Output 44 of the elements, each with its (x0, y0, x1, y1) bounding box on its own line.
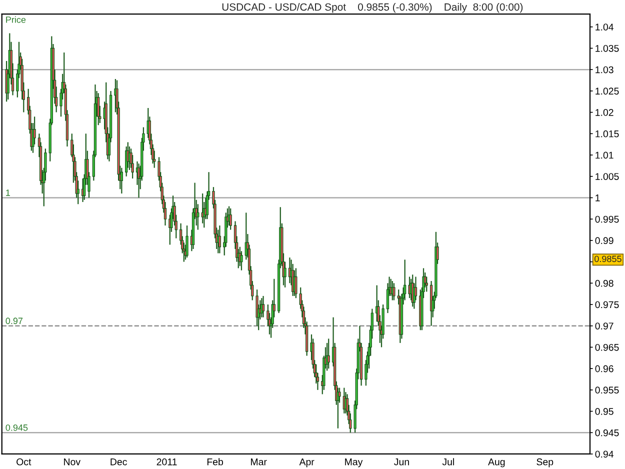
y-tick-label: 1.02 (596, 109, 614, 116)
y-tick-label: 0.97 (595, 322, 614, 330)
ref-line-label: 0.97 (6, 318, 23, 324)
x-tick-label: Feb (207, 458, 223, 466)
ref-line-label: 0.945 (6, 424, 28, 431)
y-tick-label: 1.005 (596, 173, 619, 180)
y-tick-label: 0.975 (595, 301, 619, 308)
candlestick (186, 224, 188, 258)
annotation: 0.9855 (594, 256, 622, 262)
y-tick-label: 0.95 (595, 408, 614, 415)
x-tick-label: May (345, 458, 363, 468)
x-tick-label: Sep (536, 458, 554, 468)
y-tick-label: 1 (596, 194, 600, 202)
y-tick-label: 0.995 (595, 216, 619, 223)
y-tick-label: 0.965 (595, 344, 619, 351)
x-tick-label: Oct (16, 458, 32, 466)
y-tick-label: 0.98 (595, 280, 614, 287)
y-tick-label: 0.94 (595, 450, 614, 458)
x-tick-label: Nov (64, 458, 80, 466)
y-axis-title: Price (6, 16, 26, 23)
x-tick-label: Jul (442, 458, 454, 466)
ref-line-label: 1 (6, 190, 10, 196)
y-tick-label: 1.025 (596, 88, 619, 95)
candlestick (392, 282, 396, 301)
y-tick-label: 0.955 (595, 386, 619, 394)
x-tick-label: Aug (488, 458, 505, 468)
y-tick-label: 0.945 (595, 429, 619, 436)
y-tick-label: 1.03 (596, 66, 614, 74)
y-tick-label: 1.035 (596, 44, 619, 52)
candlestick (294, 268, 298, 299)
x-tick-label: 2011 (156, 458, 177, 466)
x-tick-label: Mar (251, 458, 267, 466)
x-tick-label: Apr (299, 458, 314, 468)
y-tick-label: 0.96 (595, 365, 614, 372)
x-tick-label: Dec (110, 458, 127, 466)
y-tick-label: 1.01 (596, 152, 614, 159)
chart-title: USDCAD - USD/CAD Spot 0.9855 (-0.30%) Daily 8:00 (0:00) (222, 3, 523, 13)
candlestick (256, 289, 258, 326)
candlestick (240, 250, 243, 271)
y-tick-label: 1.04 (596, 24, 614, 30)
candlestick (262, 295, 265, 318)
x-tick-label: Jun (394, 458, 409, 466)
y-tick-label: 0.99 (595, 237, 614, 244)
y-tick-label: 1.015 (596, 130, 619, 138)
